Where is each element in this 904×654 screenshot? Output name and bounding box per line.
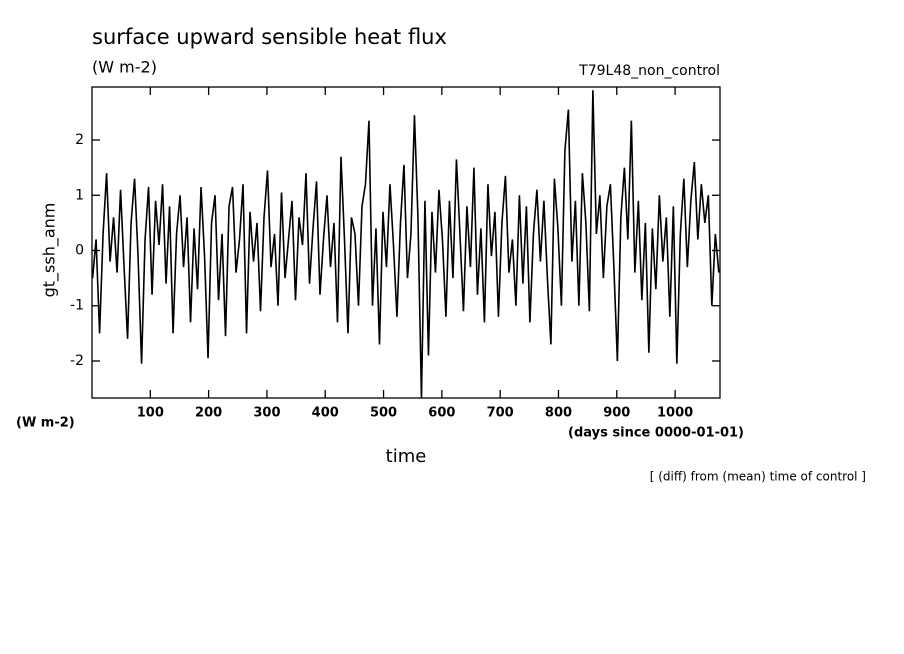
chart-title: surface upward sensible heat flux: [92, 25, 447, 49]
x-tick-label: 800: [545, 406, 572, 421]
x-tick-label: 1000: [657, 406, 693, 421]
run-label: T79L48_non_control: [578, 63, 720, 79]
x-tick-label: 600: [428, 406, 455, 421]
x-tick-label: 700: [487, 406, 514, 421]
y-tick-label: 2: [75, 132, 84, 148]
note: [ (diff) from (mean) time of control ]: [650, 470, 866, 484]
x-tick-label: 300: [253, 406, 280, 421]
y-axis-label: gt_ssh_anm: [40, 203, 60, 298]
y-tick-label: -2: [70, 353, 84, 369]
x-tick-label: 400: [312, 406, 339, 421]
plot-frame: [91, 86, 721, 399]
y-units: (W m-2): [16, 416, 75, 431]
x-units: (days since 0000-01-01): [568, 426, 744, 441]
x-tick-label: 900: [603, 406, 630, 421]
y-tick-label: 1: [75, 187, 84, 203]
y-tick-label: 0: [75, 243, 84, 259]
x-axis-label: time: [386, 446, 427, 467]
units: (W m-2): [92, 58, 157, 77]
x-tick-label: 100: [137, 406, 164, 421]
data-line: [91, 90, 720, 399]
x-tick-label: 200: [195, 406, 222, 421]
x-tick-label: 500: [370, 406, 397, 421]
y-tick-label: -1: [70, 298, 84, 314]
